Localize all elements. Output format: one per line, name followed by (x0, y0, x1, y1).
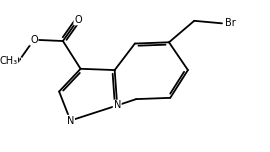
Text: O: O (74, 15, 82, 25)
Text: O: O (11, 56, 19, 66)
Text: CH₃: CH₃ (0, 56, 18, 66)
Text: N: N (67, 116, 74, 126)
Text: O: O (30, 35, 38, 45)
Text: N: N (113, 100, 121, 110)
Text: Br: Br (225, 18, 236, 28)
Text: O: O (15, 56, 22, 66)
